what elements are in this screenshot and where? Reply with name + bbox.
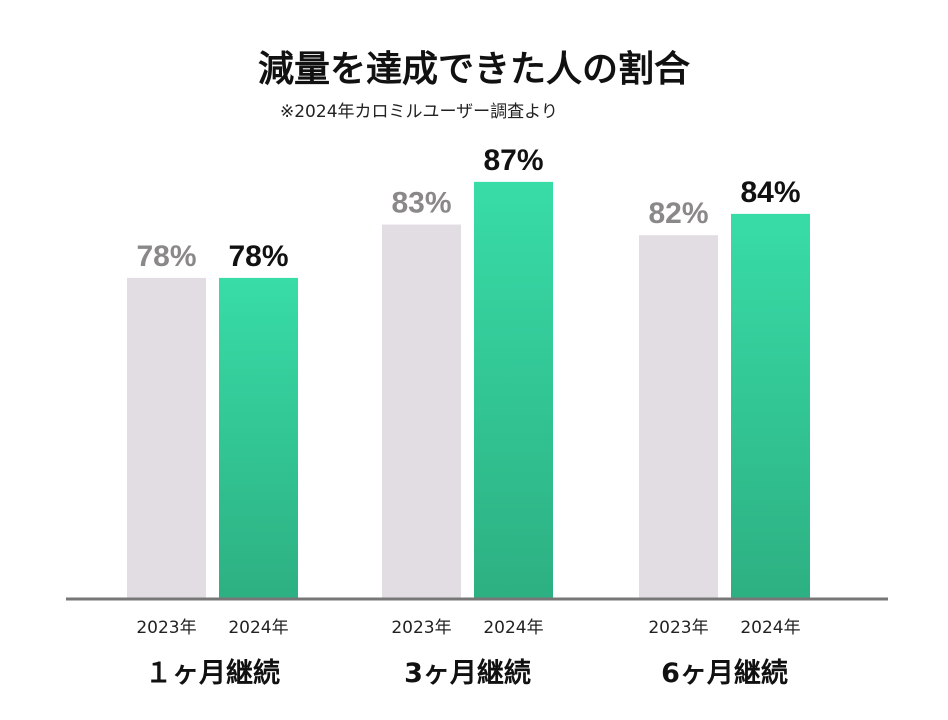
data-label: 78% [136, 240, 196, 273]
data-label: 82% [648, 197, 708, 230]
category-label: 3ヶ月継続 [404, 657, 531, 689]
bar-2023年-3 [639, 235, 718, 598]
data-label: 83% [391, 187, 451, 220]
year-tick-label: 2023年 [391, 618, 451, 638]
year-tick-label: 2024年 [228, 618, 288, 638]
bar-2024年-3 [731, 213, 810, 598]
category-label: 6ヶ月継続 [661, 657, 788, 689]
bar-2023年-2 [382, 224, 461, 599]
year-tick-label: 2024年 [740, 618, 800, 638]
data-label: 78% [228, 240, 288, 273]
chart-title: 減量を達成できた人の割合 [257, 49, 690, 90]
data-label: 87% [483, 144, 543, 177]
chart-subtitle: ※2024年カロミルユーザー調査より [280, 102, 558, 122]
year-tick-label: 2024年 [483, 618, 543, 638]
bar-2024年-1 [219, 277, 298, 598]
bar-2024年-2 [474, 181, 553, 598]
year-tick-label: 2023年 [648, 618, 708, 638]
category-label: １ヶ月継続 [145, 657, 280, 689]
year-tick-label: 2023年 [136, 618, 196, 638]
data-label: 84% [740, 176, 800, 209]
bar-2023年-1 [127, 277, 206, 598]
